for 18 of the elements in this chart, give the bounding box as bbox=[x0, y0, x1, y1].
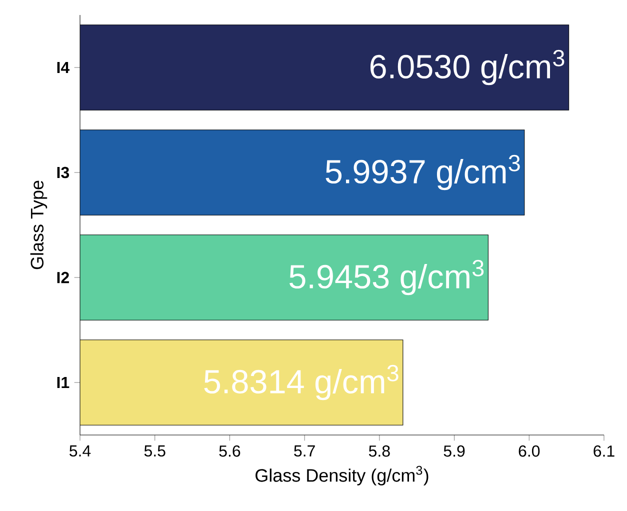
x-tick-label: 5.4 bbox=[70, 445, 91, 457]
data-label: 5.9937 g/cm$^{3}$ bbox=[326, 154, 520, 190]
x-tick-label: 6.1 bbox=[594, 445, 614, 457]
x-tick-label: 5.6 bbox=[219, 445, 240, 457]
x-tick-label: 5.7 bbox=[294, 445, 315, 457]
y-tick-label: I4 bbox=[57, 62, 70, 74]
data-label: 6.0530 g/cm$^{3}$ bbox=[370, 50, 564, 86]
y-tick-label: I1 bbox=[57, 377, 70, 388]
data-label: 5.8314 g/cm$^{3}$ bbox=[204, 364, 398, 400]
data-label: 5.9453 g/cm$^{3}$ bbox=[290, 260, 484, 296]
y-tick-label: I3 bbox=[57, 166, 70, 178]
x-tick-label: 5.8 bbox=[368, 445, 390, 457]
x-tick-label: 5.5 bbox=[144, 445, 166, 457]
x-axis-title: Glass Density (g/cm$^{3}$) bbox=[256, 466, 428, 486]
y-tick-label: I2 bbox=[57, 272, 69, 284]
x-tick-label: 5.9 bbox=[444, 445, 465, 457]
y-axis-title: Glass Type bbox=[30, 180, 48, 270]
x-tick-label: 6.0 bbox=[518, 445, 540, 457]
